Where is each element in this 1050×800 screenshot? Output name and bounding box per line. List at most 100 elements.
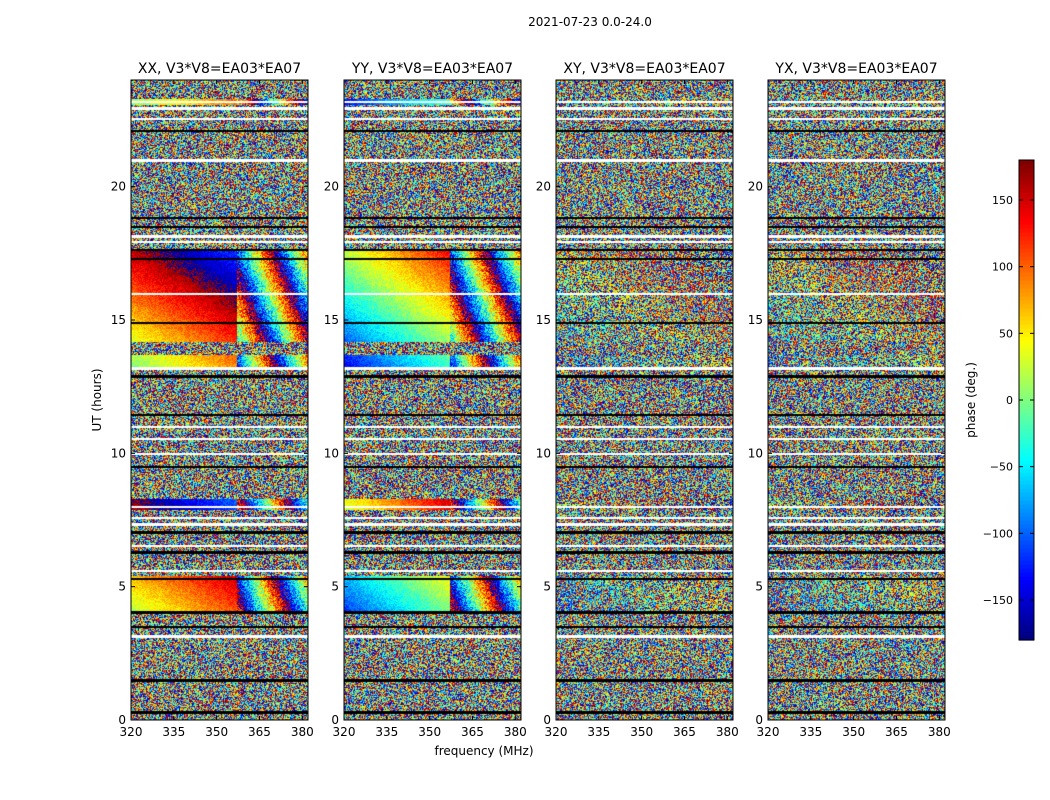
- colorbar-segment: [1019, 244, 1034, 249]
- y-tick-label: 10: [111, 446, 126, 460]
- colorbar-segment: [1019, 308, 1034, 313]
- colorbar-segment: [1019, 228, 1034, 233]
- colorbar-segment: [1019, 628, 1034, 633]
- colorbar-segment: [1019, 352, 1034, 357]
- colorbar-segment: [1019, 488, 1034, 493]
- colorbar-segment: [1019, 556, 1034, 561]
- colorbar-segment: [1019, 616, 1034, 621]
- colorbar-segment: [1019, 164, 1034, 169]
- colorbar-segment: [1019, 284, 1034, 289]
- colorbar-segment: [1019, 492, 1034, 497]
- y-tick-label: 10: [748, 446, 763, 460]
- colorbar-segment: [1019, 460, 1034, 465]
- colorbar-segment: [1019, 496, 1034, 501]
- colorbar-segment: [1019, 168, 1034, 173]
- colorbar-segment: [1019, 192, 1034, 197]
- x-tick-label: 350: [630, 725, 653, 739]
- colorbar-segment: [1019, 232, 1034, 237]
- colorbar-segment: [1019, 592, 1034, 597]
- colorbar-segment: [1019, 292, 1034, 297]
- y-tick-label: 5: [543, 580, 551, 594]
- colorbar-segment: [1019, 632, 1034, 637]
- colorbar-segment: [1019, 472, 1034, 477]
- panels: XX, V3*V8=EA03*EA07 320 335 350 365 380 0 5 10 15…: [111, 61, 951, 739]
- colorbar-segment: [1019, 380, 1034, 385]
- y-tick-label: 0: [543, 713, 551, 727]
- colorbar-segment: [1019, 532, 1034, 537]
- colorbar-segment: [1019, 364, 1034, 369]
- colorbar-segment: [1019, 484, 1034, 489]
- colorbar-segment: [1019, 340, 1034, 345]
- colorbar-segment: [1019, 448, 1034, 453]
- panel-title: YY, V3*V8=EA03*EA07: [351, 61, 513, 77]
- colorbar-tick-label: −100: [983, 527, 1013, 540]
- colorbar-segment: [1019, 372, 1034, 377]
- colorbar-segment: [1019, 552, 1034, 557]
- x-tick-label: 320: [757, 725, 780, 739]
- heatmap-image: [344, 80, 521, 720]
- colorbar-segment: [1019, 296, 1034, 301]
- panel-title: XX, V3*V8=EA03*EA07: [138, 61, 301, 77]
- x-tick-label: 380: [716, 725, 739, 739]
- x-tick-label: 335: [162, 725, 185, 739]
- colorbar: −150 −100 −50 0 50 100 150: [983, 159, 1035, 641]
- colorbar-segment: [1019, 220, 1034, 225]
- colorbar-segment: [1019, 264, 1034, 269]
- colorbar-segment: [1019, 520, 1034, 525]
- x-tick-label: 365: [461, 725, 484, 739]
- colorbar-segment: [1019, 376, 1034, 381]
- colorbar-label: phase (deg.): [964, 362, 978, 438]
- colorbar-segment: [1019, 536, 1034, 541]
- panel-yx: YX, V3*V8=EA03*EA07 320 335 350 365 380 0 5 10 15…: [748, 61, 951, 739]
- x-tick-label: 335: [799, 725, 822, 739]
- colorbar-segment: [1019, 332, 1034, 337]
- colorbar-segment: [1019, 540, 1034, 545]
- colorbar-segment: [1019, 396, 1034, 401]
- colorbar-segment: [1019, 188, 1034, 193]
- colorbar-tick-label: −150: [983, 594, 1013, 607]
- colorbar-segment: [1019, 400, 1034, 405]
- colorbar-segment: [1019, 404, 1034, 409]
- colorbar-segment: [1019, 180, 1034, 185]
- panel-frame: [555, 79, 734, 721]
- y-axis-label: UT (hours): [90, 368, 104, 431]
- colorbar-segment: [1019, 564, 1034, 569]
- colorbar-segment: [1019, 572, 1034, 577]
- colorbar-segment: [1019, 624, 1034, 629]
- x-tick-label: 365: [248, 725, 271, 739]
- colorbar-segment: [1019, 512, 1034, 517]
- x-axis-label: frequency (MHz): [434, 744, 533, 758]
- x-tick-label: 320: [545, 725, 568, 739]
- x-tick-label: 320: [333, 725, 356, 739]
- x-tick-label: 350: [418, 725, 441, 739]
- y-tick-label: 10: [324, 446, 339, 460]
- colorbar-segment: [1019, 312, 1034, 317]
- colorbar-segment: [1019, 316, 1034, 321]
- colorbar-segment: [1019, 464, 1034, 469]
- colorbar-segment: [1019, 508, 1034, 513]
- colorbar-segment: [1019, 252, 1034, 257]
- colorbar-segment: [1019, 608, 1034, 613]
- colorbar-segment: [1019, 280, 1034, 285]
- colorbar-segment: [1019, 360, 1034, 365]
- y-tick-label: 5: [755, 580, 763, 594]
- colorbar-segment: [1019, 604, 1034, 609]
- panel-yy: YY, V3*V8=EA03*EA07 320 335 350 365 380 0 5 10 15…: [324, 61, 527, 739]
- colorbar-segment: [1019, 388, 1034, 393]
- y-tick-label: 5: [118, 580, 126, 594]
- x-tick-label: 335: [375, 725, 398, 739]
- colorbar-tick-label: 50: [999, 327, 1013, 340]
- colorbar-segment: [1019, 392, 1034, 397]
- panel-frame: [130, 79, 309, 721]
- colorbar-segment: [1019, 304, 1034, 309]
- colorbar-segment: [1019, 348, 1034, 353]
- colorbar-segment: [1019, 320, 1034, 325]
- colorbar-segment: [1019, 416, 1034, 421]
- y-tick-label: 15: [324, 313, 339, 327]
- colorbar-segment: [1019, 548, 1034, 553]
- heatmap-image: [556, 80, 733, 720]
- y-tick-label: 20: [111, 180, 126, 194]
- colorbar-segment: [1019, 576, 1034, 581]
- colorbar-tick-label: 0: [1006, 394, 1013, 407]
